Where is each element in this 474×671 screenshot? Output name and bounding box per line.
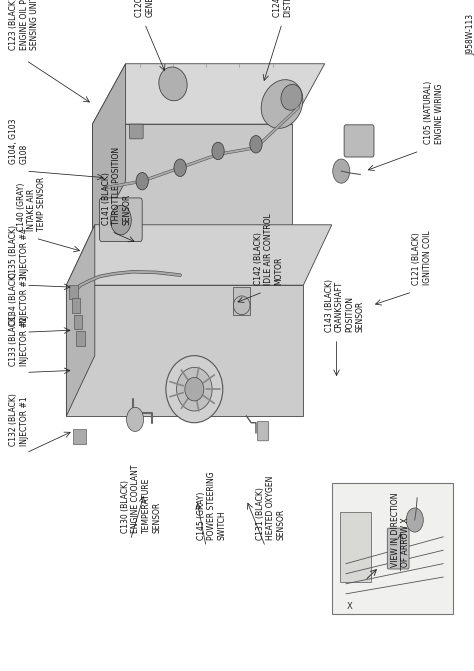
- FancyBboxPatch shape: [332, 483, 453, 614]
- Text: C142 (BLACK)
IDLE AIR CONTROL
MOTOR: C142 (BLACK) IDLE AIR CONTROL MOTOR: [254, 213, 283, 285]
- Circle shape: [127, 407, 144, 431]
- Text: C120 (BLACK)
GENERATOR: C120 (BLACK) GENERATOR: [135, 0, 155, 17]
- FancyBboxPatch shape: [129, 124, 143, 139]
- Text: C121 (BLACK)
IGNITION COIL: C121 (BLACK) IGNITION COIL: [412, 231, 432, 285]
- Text: C143 (BLACK)
CRANKSHAFT
POSITION
SENSOR: C143 (BLACK) CRANKSHAFT POSITION SENSOR: [325, 279, 365, 332]
- Text: J958W-113: J958W-113: [467, 13, 474, 54]
- Polygon shape: [66, 225, 95, 416]
- Ellipse shape: [166, 356, 223, 423]
- Polygon shape: [92, 124, 292, 242]
- Polygon shape: [92, 64, 325, 124]
- Circle shape: [212, 142, 224, 160]
- Text: G104, G103
G108: G104, G103 G108: [9, 119, 29, 164]
- Text: VIEW IN DIRECTION
OF ARROW X: VIEW IN DIRECTION OF ARROW X: [391, 493, 410, 567]
- Text: C124 (BLACK)
DISTRIBUTOR: C124 (BLACK) DISTRIBUTOR: [273, 0, 292, 17]
- FancyBboxPatch shape: [233, 287, 250, 315]
- Text: C105 (NATURAL)
ENGINE WIRING: C105 (NATURAL) ENGINE WIRING: [424, 81, 444, 144]
- FancyBboxPatch shape: [76, 331, 85, 346]
- Text: X: X: [347, 602, 353, 611]
- Ellipse shape: [176, 368, 212, 411]
- Ellipse shape: [233, 296, 250, 315]
- FancyBboxPatch shape: [74, 315, 82, 329]
- Circle shape: [136, 172, 148, 190]
- Text: C135 (BLACK)
INJECTOR #4: C135 (BLACK) INJECTOR #4: [9, 225, 29, 278]
- Circle shape: [406, 508, 423, 532]
- Text: C123 (BLACK)
ENGINE OIL PRESSURE
SENSING UNIT: C123 (BLACK) ENGINE OIL PRESSURE SENSING…: [9, 0, 39, 50]
- Ellipse shape: [281, 85, 302, 110]
- Polygon shape: [92, 64, 126, 242]
- Circle shape: [250, 136, 262, 153]
- Ellipse shape: [185, 377, 204, 401]
- FancyBboxPatch shape: [72, 298, 80, 313]
- Text: C141 (BLACK)
THROTTLE POSITION
SENSOR: C141 (BLACK) THROTTLE POSITION SENSOR: [102, 147, 132, 225]
- FancyBboxPatch shape: [344, 125, 374, 157]
- Text: C145 (GRAY)
POWER STEERING
SWITCH: C145 (GRAY) POWER STEERING SWITCH: [197, 472, 227, 540]
- Ellipse shape: [159, 67, 187, 101]
- Circle shape: [333, 159, 350, 183]
- Text: C130 (BLACK)
ENGINE COOLANT
TEMPERATURE
SENSOR: C130 (BLACK) ENGINE COOLANT TEMPERATURE …: [121, 465, 161, 533]
- FancyBboxPatch shape: [257, 421, 269, 441]
- Text: C133 (BLACK)
INJECTOR #2: C133 (BLACK) INJECTOR #2: [9, 313, 29, 366]
- Polygon shape: [66, 285, 303, 416]
- FancyBboxPatch shape: [69, 285, 78, 299]
- FancyBboxPatch shape: [340, 512, 371, 582]
- Text: C131 (BLACK)
HEATED OXYGEN
SENSOR: C131 (BLACK) HEATED OXYGEN SENSOR: [256, 476, 286, 540]
- FancyBboxPatch shape: [73, 429, 86, 444]
- Text: C132 (BLACK)
INJECTOR #1: C132 (BLACK) INJECTOR #1: [9, 393, 29, 446]
- Polygon shape: [66, 225, 332, 285]
- Text: C140 (GRAY)
INTAKE AIR
TEMP SENSOR: C140 (GRAY) INTAKE AIR TEMP SENSOR: [17, 177, 46, 231]
- FancyBboxPatch shape: [387, 528, 409, 569]
- Circle shape: [174, 159, 186, 176]
- Text: C134 (BLACK)
INJECTOR #3: C134 (BLACK) INJECTOR #3: [9, 272, 29, 325]
- Ellipse shape: [261, 80, 303, 128]
- FancyBboxPatch shape: [100, 198, 142, 242]
- Circle shape: [110, 205, 131, 235]
